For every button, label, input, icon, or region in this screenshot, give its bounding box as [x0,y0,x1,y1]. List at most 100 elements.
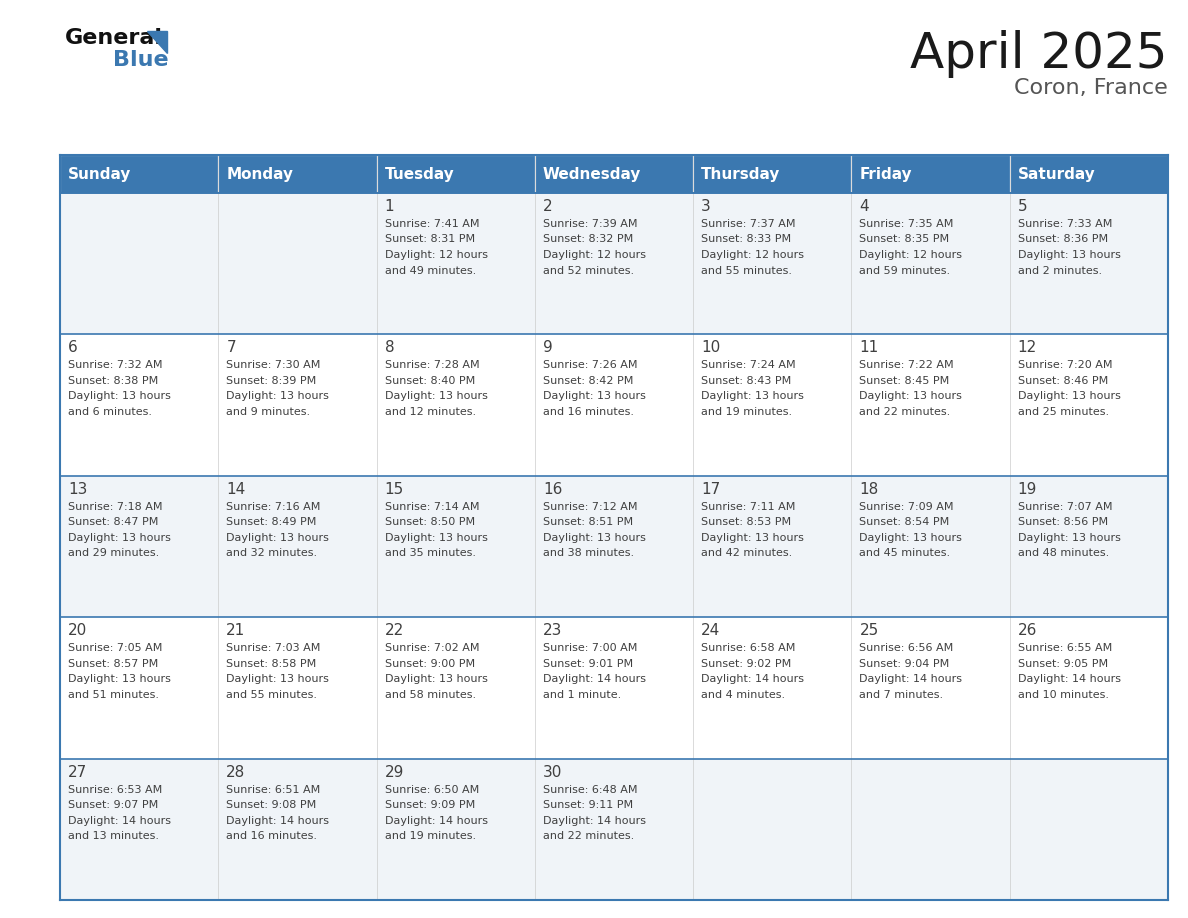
Text: Daylight: 13 hours: Daylight: 13 hours [385,391,487,401]
Text: Daylight: 14 hours: Daylight: 14 hours [859,674,962,684]
Text: Sunrise: 7:00 AM: Sunrise: 7:00 AM [543,644,637,654]
Text: Sunset: 8:38 PM: Sunset: 8:38 PM [68,375,158,386]
Text: Sunrise: 6:58 AM: Sunrise: 6:58 AM [701,644,796,654]
Text: and 19 minutes.: and 19 minutes. [701,407,792,417]
Text: Daylight: 13 hours: Daylight: 13 hours [1018,391,1120,401]
Text: and 25 minutes.: and 25 minutes. [1018,407,1108,417]
Text: Sunset: 8:36 PM: Sunset: 8:36 PM [1018,234,1108,244]
Bar [693,758,852,900]
Text: Sunset: 8:51 PM: Sunset: 8:51 PM [543,518,633,527]
Text: 25: 25 [859,623,879,638]
Bar [219,617,377,758]
Text: Sunset: 8:40 PM: Sunset: 8:40 PM [385,375,475,386]
Text: 17: 17 [701,482,720,497]
Bar [535,758,693,900]
Text: Daylight: 13 hours: Daylight: 13 hours [385,532,487,543]
Text: and 48 minutes.: and 48 minutes. [1018,548,1108,558]
Text: Sunset: 8:32 PM: Sunset: 8:32 PM [543,234,633,244]
Text: Daylight: 13 hours: Daylight: 13 hours [543,391,646,401]
Text: Daylight: 13 hours: Daylight: 13 hours [543,532,646,543]
Text: Sunrise: 7:11 AM: Sunrise: 7:11 AM [701,502,796,512]
Text: 3: 3 [701,199,710,214]
Bar [61,193,219,334]
Text: 4: 4 [859,199,870,214]
Text: and 32 minutes.: and 32 minutes. [226,548,317,558]
Bar [852,155,1010,193]
Text: and 49 minutes.: and 49 minutes. [385,265,476,275]
Bar [61,155,219,193]
Text: 30: 30 [543,765,562,779]
Text: Sunrise: 6:50 AM: Sunrise: 6:50 AM [385,785,479,795]
Text: Daylight: 13 hours: Daylight: 13 hours [68,674,171,684]
Text: Sunrise: 7:26 AM: Sunrise: 7:26 AM [543,361,637,370]
Text: Daylight: 13 hours: Daylight: 13 hours [385,674,487,684]
Bar [219,758,377,900]
Text: Sunset: 8:50 PM: Sunset: 8:50 PM [385,518,475,527]
Text: and 42 minutes.: and 42 minutes. [701,548,792,558]
Text: 20: 20 [68,623,87,638]
Text: Sunday: Sunday [68,166,132,182]
Text: and 13 minutes.: and 13 minutes. [68,831,159,841]
Text: Sunset: 8:43 PM: Sunset: 8:43 PM [701,375,791,386]
Text: 15: 15 [385,482,404,497]
Text: Tuesday: Tuesday [385,166,454,182]
Text: and 45 minutes.: and 45 minutes. [859,548,950,558]
Text: Sunrise: 6:48 AM: Sunrise: 6:48 AM [543,785,637,795]
Text: Sunrise: 7:39 AM: Sunrise: 7:39 AM [543,219,637,229]
Bar [852,758,1010,900]
Text: 1: 1 [385,199,394,214]
Text: Daylight: 14 hours: Daylight: 14 hours [701,674,804,684]
Text: and 22 minutes.: and 22 minutes. [543,831,634,841]
Text: 24: 24 [701,623,720,638]
Text: and 38 minutes.: and 38 minutes. [543,548,634,558]
Text: Daylight: 13 hours: Daylight: 13 hours [1018,250,1120,260]
Text: Daylight: 13 hours: Daylight: 13 hours [701,391,804,401]
Text: 26: 26 [1018,623,1037,638]
Bar [61,476,219,617]
Text: Sunset: 9:00 PM: Sunset: 9:00 PM [385,659,475,668]
Text: Saturday: Saturday [1018,166,1095,182]
Text: 16: 16 [543,482,562,497]
Text: Sunrise: 7:18 AM: Sunrise: 7:18 AM [68,502,163,512]
Bar [377,155,535,193]
Bar [61,617,219,758]
Text: 10: 10 [701,341,720,355]
Text: and 4 minutes.: and 4 minutes. [701,689,785,700]
Bar [693,476,852,617]
Bar [219,476,377,617]
Text: Sunset: 8:42 PM: Sunset: 8:42 PM [543,375,633,386]
Text: 23: 23 [543,623,562,638]
Text: Daylight: 14 hours: Daylight: 14 hours [543,674,646,684]
Text: Sunrise: 7:22 AM: Sunrise: 7:22 AM [859,361,954,370]
Bar [693,155,852,193]
Text: and 12 minutes.: and 12 minutes. [385,407,475,417]
Text: and 2 minutes.: and 2 minutes. [1018,265,1101,275]
Bar [1010,758,1168,900]
Text: Sunset: 8:54 PM: Sunset: 8:54 PM [859,518,949,527]
Text: and 22 minutes.: and 22 minutes. [859,407,950,417]
Bar [377,476,535,617]
Text: 13: 13 [68,482,88,497]
Text: Sunrise: 6:55 AM: Sunrise: 6:55 AM [1018,644,1112,654]
Text: and 16 minutes.: and 16 minutes. [226,831,317,841]
Text: Sunset: 9:08 PM: Sunset: 9:08 PM [226,800,316,810]
Text: 9: 9 [543,341,552,355]
Bar [852,617,1010,758]
Text: Sunrise: 7:16 AM: Sunrise: 7:16 AM [226,502,321,512]
Text: General: General [65,28,163,48]
Text: and 55 minutes.: and 55 minutes. [226,689,317,700]
Text: and 7 minutes.: and 7 minutes. [859,689,943,700]
Text: and 19 minutes.: and 19 minutes. [385,831,475,841]
Text: Sunset: 8:49 PM: Sunset: 8:49 PM [226,518,317,527]
Text: 6: 6 [68,341,77,355]
Text: Daylight: 14 hours: Daylight: 14 hours [385,815,487,825]
Text: 29: 29 [385,765,404,779]
Text: 12: 12 [1018,341,1037,355]
Text: Daylight: 13 hours: Daylight: 13 hours [1018,532,1120,543]
Text: Daylight: 13 hours: Daylight: 13 hours [226,674,329,684]
Bar [535,155,693,193]
Text: 5: 5 [1018,199,1028,214]
Bar [693,193,852,334]
Text: Daylight: 12 hours: Daylight: 12 hours [385,250,487,260]
Text: Daylight: 14 hours: Daylight: 14 hours [226,815,329,825]
